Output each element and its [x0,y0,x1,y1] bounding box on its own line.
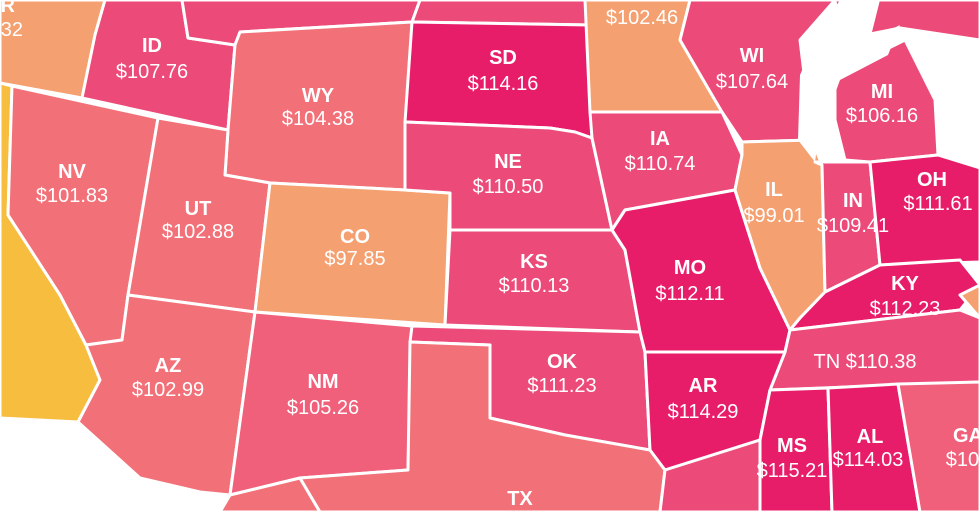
state-value-ut: $102.88 [162,221,234,243]
state-abbr-al: AL [857,426,884,448]
state-abbr-nm: NM [307,371,338,393]
state-value-ky: $112.23 [870,298,941,320]
state-abbr-mi: MI [871,81,893,103]
state-abbr-ia: IA [650,128,670,150]
coast-water [0,418,220,512]
lake-michigan [798,0,900,162]
state-abbr-ks: KS [520,251,548,273]
state-abbr-ms: MS [777,435,807,457]
state-value-wy: $104.38 [282,108,354,130]
state-abbr-oh: OH [917,169,947,191]
state-abbr-or: OR [0,0,16,17]
state-abbr-ky: KY [891,273,919,295]
state-value-ne: $110.50 [473,176,544,198]
state-abbr-in: IN [843,190,863,212]
state-value-ok: $111.23 [527,375,596,397]
state-abbr-sd: SD [489,47,517,69]
state-value-or: 01.32 [0,19,23,41]
state-abbr-mo: MO [674,257,706,279]
state-value-in: $109.41 [817,215,889,237]
state-value-ia: $110.74 [625,153,696,175]
state-abbr-il: IL [765,179,783,201]
state-abbr-co: CO [340,226,370,248]
state-shape-oh [868,153,980,267]
state-shape-ga [896,380,980,512]
state-value-mi: $106.16 [846,105,918,127]
state-shape-ms [758,386,834,512]
state-value-ar: $114.29 [668,401,739,423]
state-value-sd: $114.16 [468,73,539,95]
state-abbr-nv: NV [58,161,86,183]
state-abbr-id: ID [142,35,162,57]
state-value-ks: $110.13 [499,275,570,297]
state-value-ga: $108 [946,449,980,471]
state-shape-al [826,382,922,512]
state-abbr-tx: TX [507,488,533,510]
state-abbr-ga: GA [953,425,980,447]
state-label-tn: TN $110.38 [813,351,916,373]
state-value-az: $102.99 [132,379,204,401]
state-abbr-wy: WY [302,85,335,107]
state-value-nm: $105.26 [287,397,359,419]
state-abbr-ut: UT [185,198,212,220]
state-abbr-az: AZ [155,355,182,377]
state-abbr-ok: OK [547,351,578,373]
state-value-al: $114.03 [833,449,904,471]
state-value-ms: $115.21 [757,460,828,482]
state-value-mn: $102.46 [606,7,678,29]
state-abbr-wi: WI [740,45,764,67]
state-value-oh: $111.61 [903,193,972,215]
state-value-co: $97.85 [324,248,385,270]
state-abbr-ne: NE [494,151,522,173]
state-value-il: $99.01 [743,205,804,227]
state-shape-wv [958,283,980,320]
state-value-id: $107.76 [116,61,188,83]
state-value-wi: $107.64 [716,71,788,93]
state-shape-mx [218,476,322,512]
state-value-nv: $101.83 [36,185,108,207]
state-shape-la [658,438,762,512]
state-value-mo: $112.11 [655,283,724,305]
state-abbr-ar: AR [689,375,718,397]
